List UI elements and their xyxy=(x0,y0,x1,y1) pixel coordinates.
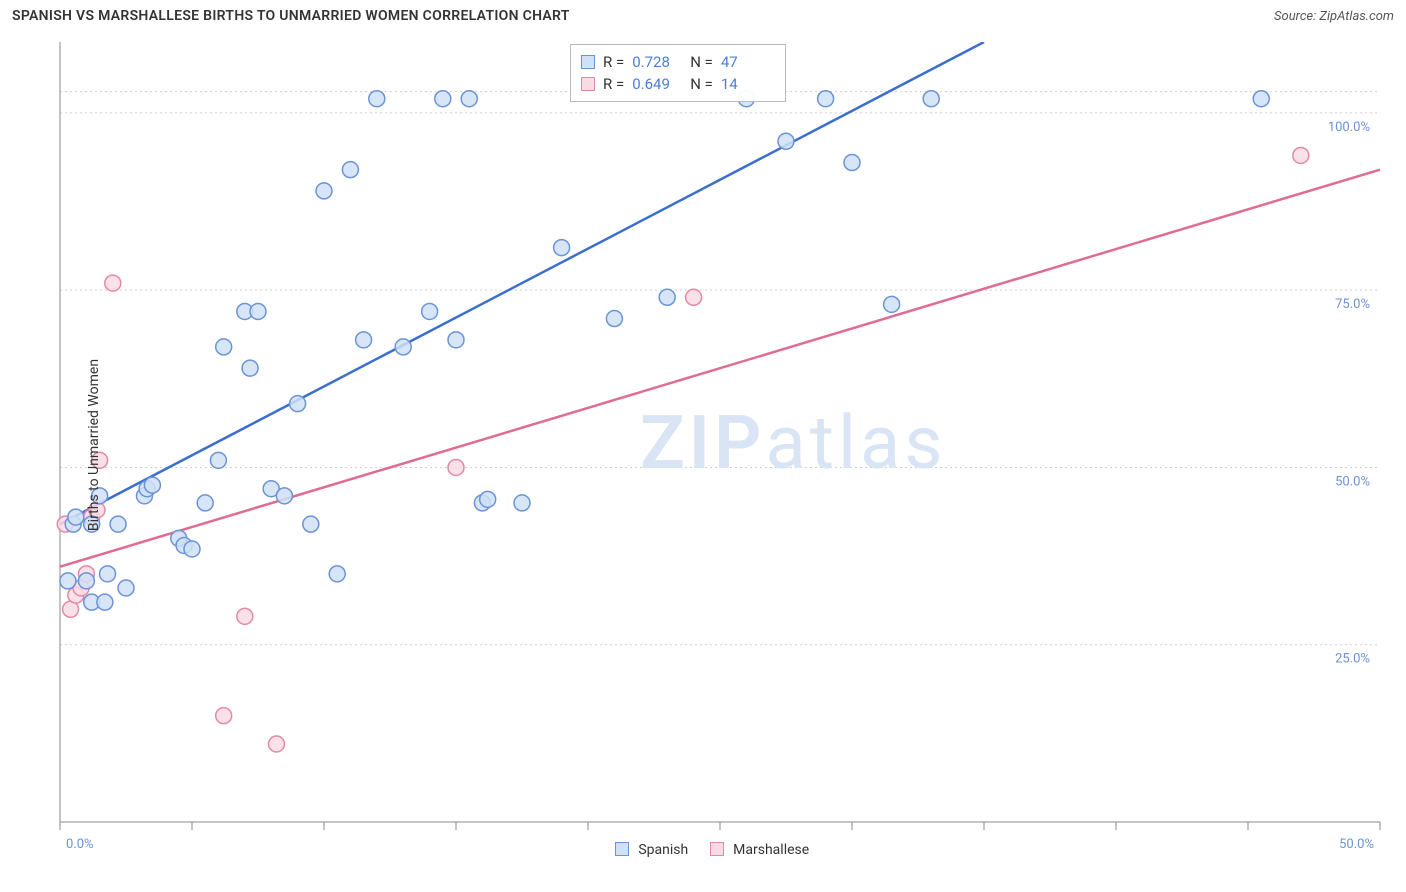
y-axis-label: Births to Unmarried Women xyxy=(86,359,102,531)
stat-row-spanish: R = 0.728 N = 47 xyxy=(581,51,771,73)
swatch-spanish xyxy=(581,55,595,69)
stat-row-marshallese: R = 0.649 N = 14 xyxy=(581,73,771,95)
x-axis-legend: Spanish Marshallese xyxy=(0,842,1406,858)
r-value-spanish: 0.728 xyxy=(632,51,682,73)
legend-label-spanish: Spanish xyxy=(638,842,688,858)
legend-swatch-spanish xyxy=(615,842,629,856)
r-value-marshallese: 0.649 xyxy=(632,73,682,95)
r-label: R = xyxy=(603,51,624,73)
svg-text:100.0%: 100.0% xyxy=(1328,120,1370,135)
n-value-marshallese: 14 xyxy=(721,73,771,95)
scatter-chart: 25.0%50.0%75.0%100.0%0.0%50.0% xyxy=(0,30,1406,860)
correlation-stats-box: R = 0.728 N = 47 R = 0.649 N = 14 xyxy=(570,44,786,102)
svg-text:25.0%: 25.0% xyxy=(1335,652,1370,667)
n-label: N = xyxy=(690,51,713,73)
r-label: R = xyxy=(603,73,624,95)
legend-swatch-marshallese xyxy=(710,842,724,856)
n-label: N = xyxy=(690,73,713,95)
legend-label-marshallese: Marshallese xyxy=(733,842,809,858)
n-value-spanish: 47 xyxy=(721,51,771,73)
svg-text:75.0%: 75.0% xyxy=(1335,297,1370,312)
chart-container: Births to Unmarried Women ZIPatlas 25.0%… xyxy=(0,30,1406,860)
chart-title: SPANISH VS MARSHALLESE BIRTHS TO UNMARRI… xyxy=(12,8,570,24)
swatch-marshallese xyxy=(581,77,595,91)
svg-text:50.0%: 50.0% xyxy=(1335,474,1370,489)
source-attribution: Source: ZipAtlas.com xyxy=(1274,9,1394,24)
